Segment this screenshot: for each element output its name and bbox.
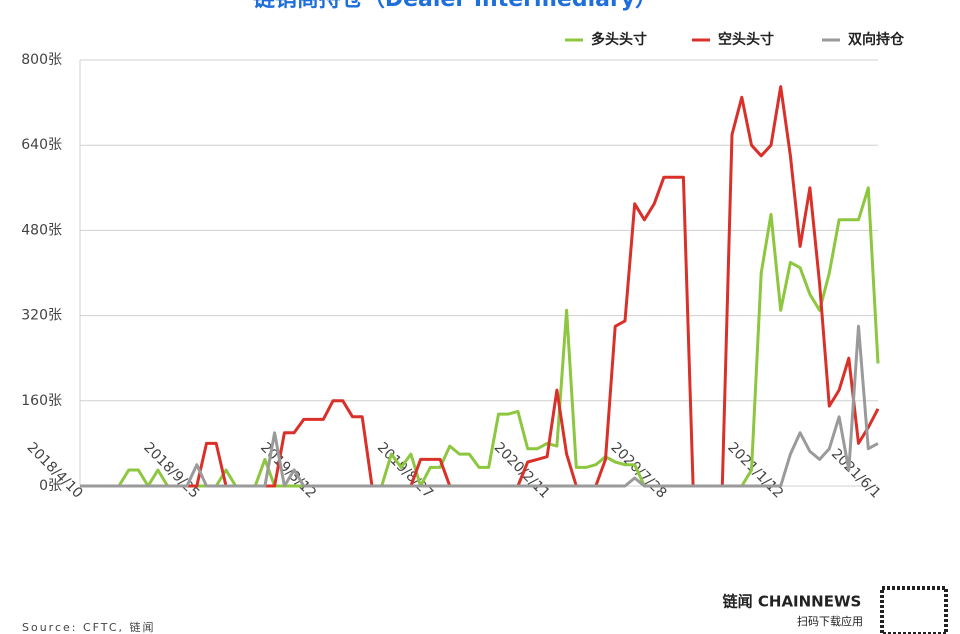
chart-title: 链销商持仓（Dealer Intermediary） — [253, 0, 657, 12]
y-tick-label: 320张 — [21, 308, 62, 324]
legend-label: 多头头寸 — [591, 31, 647, 48]
x-tick-label: 2019/8/27 — [374, 440, 436, 502]
y-tick-label: 160张 — [21, 393, 62, 409]
series-line — [80, 85, 880, 488]
brand-sub: 扫码下载应用 — [797, 614, 863, 628]
legend-label: 双向持仓 — [848, 31, 905, 48]
legend-label: 空头头寸 — [718, 31, 774, 48]
x-tick-label: 2020/2/11 — [491, 440, 553, 502]
x-tick-label: 2021/6/1 — [828, 446, 884, 502]
series-line — [80, 324, 879, 488]
brand: 链闻 CHAINNEWS — [723, 593, 862, 611]
x-tick-label: 2021/1/12 — [724, 440, 786, 502]
source: Source: CFTC, 链闻 — [22, 620, 156, 634]
y-tick-label: 800张 — [21, 52, 62, 68]
series-line — [80, 186, 880, 488]
y-tick-label: 0张 — [39, 478, 62, 494]
qr-code — [880, 586, 948, 634]
y-tick-label: 640张 — [21, 137, 62, 153]
y-tick-label: 480张 — [21, 222, 62, 238]
